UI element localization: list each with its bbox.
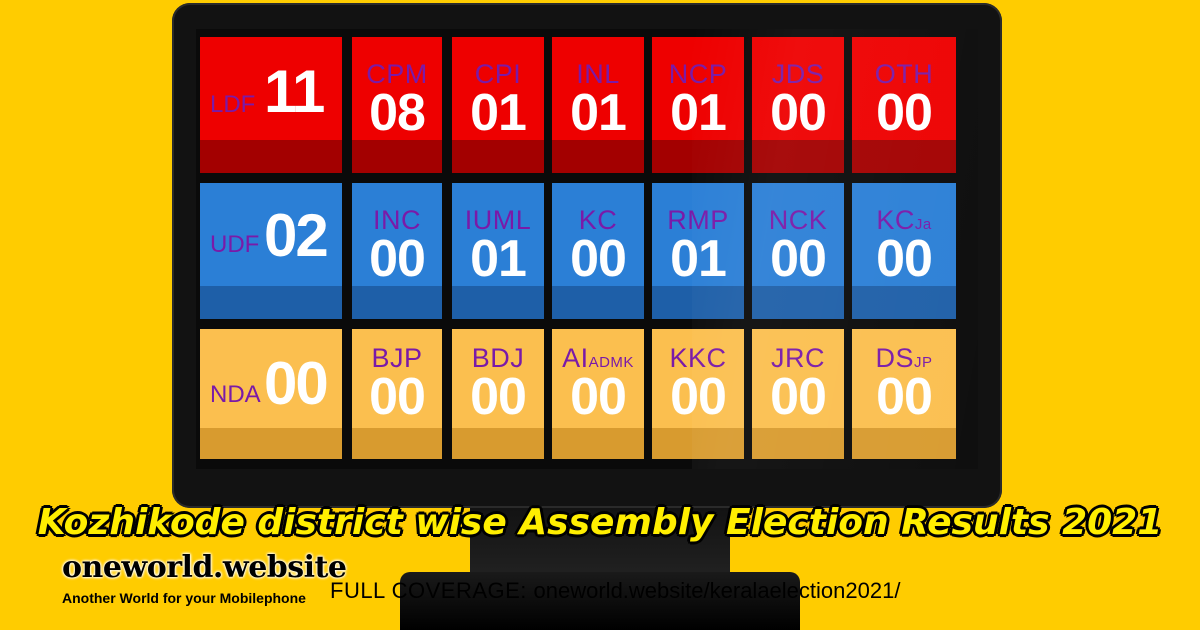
party-name: OTH bbox=[874, 59, 934, 89]
monitor-stand-neck bbox=[470, 500, 730, 580]
party-cell: OTH 00 bbox=[852, 37, 956, 173]
party-name: INL bbox=[576, 59, 620, 89]
party-count: 01 bbox=[470, 84, 527, 142]
party-cell: DSJP 00 bbox=[852, 329, 956, 459]
party-cell: IUML 01 bbox=[452, 183, 544, 319]
party-count: 00 bbox=[570, 230, 627, 288]
party-name: NCP bbox=[668, 59, 728, 89]
party-count: 00 bbox=[369, 368, 426, 426]
party-cell: KKC 00 bbox=[652, 329, 744, 459]
party-count: 00 bbox=[770, 84, 827, 142]
party-name: KC bbox=[578, 205, 618, 235]
party-count: 01 bbox=[570, 84, 627, 142]
party-cell: CPM 08 bbox=[352, 37, 442, 173]
party-name: JDS bbox=[771, 59, 825, 89]
party-cell: INL 01 bbox=[552, 37, 644, 173]
party-name: INC bbox=[373, 205, 421, 235]
party-cell: AIADMK 00 bbox=[552, 329, 644, 459]
party-count: 01 bbox=[670, 84, 727, 142]
party-count: 00 bbox=[876, 368, 933, 426]
party-count: 00 bbox=[876, 84, 933, 142]
brand-tagline: Another World for your Mobilephone bbox=[62, 590, 306, 606]
party-count: 00 bbox=[670, 368, 727, 426]
party-cell: NCP 01 bbox=[652, 37, 744, 173]
front-label: UDF bbox=[210, 231, 260, 258]
front-cell-nda: NDA 00 bbox=[200, 329, 342, 459]
party-cell: JDS 00 bbox=[752, 37, 844, 173]
row-udf: UDF 02 INC 00 IUML 01 KC 00 RMP 01 bbox=[196, 183, 978, 319]
party-name: KCJa bbox=[876, 205, 932, 235]
party-cell: KCJa 00 bbox=[852, 183, 956, 319]
party-cell: BDJ 00 bbox=[452, 329, 544, 459]
party-count: 01 bbox=[670, 230, 727, 288]
party-count: 01 bbox=[470, 230, 527, 288]
front-cell-udf: UDF 02 bbox=[200, 183, 342, 319]
front-total: 00 bbox=[264, 350, 329, 417]
party-name: CPM bbox=[366, 59, 428, 89]
row-ldf: LDF 11 CPM 08 CPI 01 INL 01 NCP 01 bbox=[196, 37, 978, 173]
party-count: 00 bbox=[369, 230, 426, 288]
party-count: 00 bbox=[470, 368, 527, 426]
front-total: 02 bbox=[264, 202, 329, 269]
party-name: IUML bbox=[464, 205, 532, 235]
party-name: CPI bbox=[474, 59, 522, 89]
party-name: NCK bbox=[768, 205, 828, 235]
front-total: 11 bbox=[264, 58, 325, 125]
party-name: BDJ bbox=[471, 343, 525, 373]
party-count: 00 bbox=[570, 368, 627, 426]
party-name: JRC bbox=[771, 343, 825, 373]
front-cell-ldf: LDF 11 bbox=[200, 37, 342, 173]
party-name: AIADMK bbox=[562, 343, 634, 373]
party-name: RMP bbox=[667, 205, 729, 235]
coverage-line: FULL COVERAGE: oneworld.website/keralael… bbox=[330, 578, 900, 604]
party-cell: CPI 01 bbox=[452, 37, 544, 173]
page-title: Kozhikode district wise Assembly Electio… bbox=[37, 502, 1163, 543]
coverage-label: FULL COVERAGE: bbox=[330, 578, 527, 603]
brand-logo-text[interactable]: oneworld.website bbox=[62, 550, 347, 585]
party-count: 00 bbox=[770, 230, 827, 288]
party-count: 00 bbox=[770, 368, 827, 426]
party-cell: RMP 01 bbox=[652, 183, 744, 319]
monitor-stand-base bbox=[400, 572, 800, 630]
party-cell: NCK 00 bbox=[752, 183, 844, 319]
party-cell: INC 00 bbox=[352, 183, 442, 319]
monitor: LDF 11 CPM 08 CPI 01 INL 01 NCP 01 bbox=[172, 3, 1002, 508]
party-cell: BJP 00 bbox=[352, 329, 442, 459]
coverage-url[interactable]: oneworld.website/keralaelection2021/ bbox=[533, 578, 901, 603]
party-cell: KC 00 bbox=[552, 183, 644, 319]
party-count: 08 bbox=[369, 84, 426, 142]
party-name: KKC bbox=[669, 343, 727, 373]
party-name: DSJP bbox=[875, 343, 933, 373]
results-board: LDF 11 CPM 08 CPI 01 INL 01 NCP 01 bbox=[196, 29, 978, 469]
front-label: NDA bbox=[210, 381, 261, 408]
row-nda: NDA 00 BJP 00 BDJ 00 AIADMK 00 KKC 0 bbox=[196, 329, 978, 459]
front-label: LDF bbox=[210, 91, 256, 118]
party-count: 00 bbox=[876, 230, 933, 288]
party-name: BJP bbox=[371, 343, 423, 373]
party-cell: JRC 00 bbox=[752, 329, 844, 459]
